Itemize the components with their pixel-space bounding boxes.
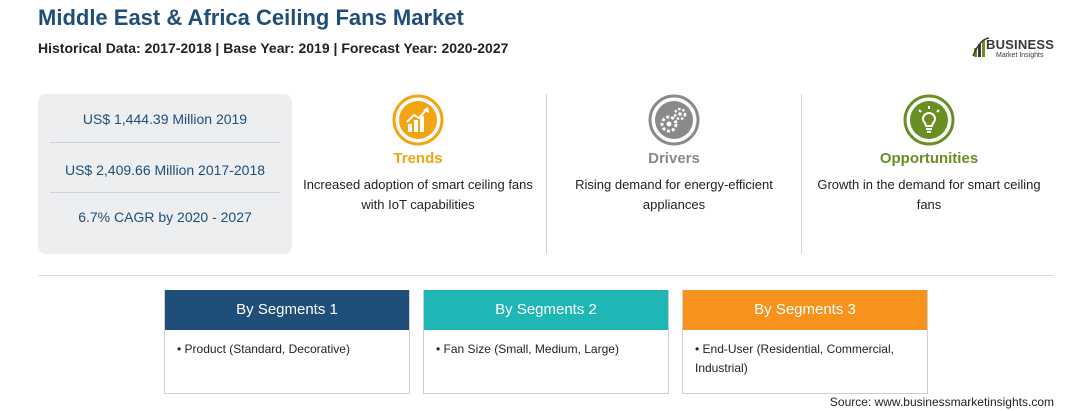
stat-market-value-2019: US$ 1,444.39 Million 2019 (82, 111, 248, 127)
segment-3-item-text: End-User (Residential, Commercial, Indus… (695, 342, 894, 375)
market-stats-panel: US$ 1,444.39 Million 2019 US$ 2,409.66 M… (38, 94, 292, 254)
trend-chart-icon (392, 94, 444, 146)
stat-cagr: 6.7% CAGR by 2020 - 2027 (78, 209, 252, 225)
trends-text: Increased adoption of smart ceiling fans… (303, 177, 533, 212)
lightbulb-icon (903, 94, 955, 146)
column-divider (546, 94, 547, 254)
segment-1-heading: By Segments 1 (165, 290, 409, 330)
section-divider (38, 275, 1054, 276)
trends-heading: Trends (393, 150, 443, 167)
column-divider (801, 94, 802, 254)
drivers-text: Rising demand for energy-efficient appli… (575, 177, 773, 212)
trends-column: Trends Increased adoption of smart ceili… (293, 94, 543, 215)
segment-1-item: • Product (Standard, Decorative) (177, 342, 350, 356)
page-subtitle: Historical Data: 2017-2018 | Base Year: … (38, 40, 509, 56)
drivers-column: Drivers Rising demand for energy-efficie… (549, 94, 799, 215)
drivers-heading: Drivers (648, 150, 700, 167)
opportunities-text: Growth in the demand for smart ceiling f… (817, 177, 1041, 212)
segment-1-item-text: Product (Standard, Decorative) (184, 342, 350, 356)
segment-3-item: • End-User (Residential, Commercial, Ind… (695, 342, 894, 375)
opportunities-column: Opportunities Growth in the demand for s… (804, 94, 1054, 215)
opportunities-heading: Opportunities (879, 150, 979, 167)
segment-card-1: By Segments 1 • Product (Standard, Decor… (164, 290, 410, 394)
logo-name: BUSINESS (986, 37, 1055, 52)
segment-2-item: • Fan Size (Small, Medium, Large) (436, 342, 619, 356)
page-title: Middle East & Africa Ceiling Fans Market (38, 5, 464, 30)
segment-2-item-text: Fan Size (Small, Medium, Large) (443, 342, 619, 356)
company-logo: BUSINESS Market Insights (972, 36, 1062, 62)
stat-historical-value: US$ 2,409.66 Million 2017-2018 (64, 162, 266, 178)
stat-divider (50, 192, 280, 193)
segment-2-heading: By Segments 2 (424, 290, 668, 330)
stat-divider (50, 142, 280, 143)
gears-icon (648, 94, 700, 146)
segment-card-3: By Segments 3 • End-User (Residential, C… (682, 290, 928, 394)
source-citation: Source: www.businessmarketinsights.com (829, 395, 1054, 409)
logo-tagline: Market Insights (996, 52, 1044, 59)
bar-chart-logo-icon (972, 37, 990, 57)
segment-3-heading: By Segments 3 (683, 290, 927, 330)
segment-card-2: By Segments 2 • Fan Size (Small, Medium,… (423, 290, 669, 394)
